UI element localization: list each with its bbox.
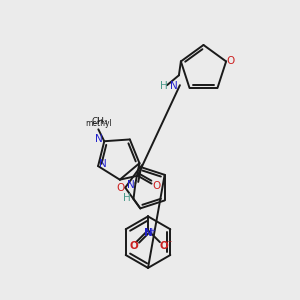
Text: N: N xyxy=(170,81,178,91)
Text: ⁻: ⁻ xyxy=(166,239,172,249)
Text: O: O xyxy=(130,241,139,251)
Text: O: O xyxy=(116,183,124,193)
Text: methyl: methyl xyxy=(85,119,112,128)
Text: N: N xyxy=(127,180,134,190)
Text: N: N xyxy=(95,134,103,144)
Text: O: O xyxy=(226,56,234,66)
Text: N: N xyxy=(99,159,107,169)
Text: CH₃: CH₃ xyxy=(91,117,108,126)
Text: O: O xyxy=(152,181,160,190)
Text: H: H xyxy=(123,193,130,203)
Text: N: N xyxy=(144,228,152,238)
Text: +: + xyxy=(149,228,155,234)
Text: H: H xyxy=(160,81,168,91)
Text: O: O xyxy=(160,241,168,251)
